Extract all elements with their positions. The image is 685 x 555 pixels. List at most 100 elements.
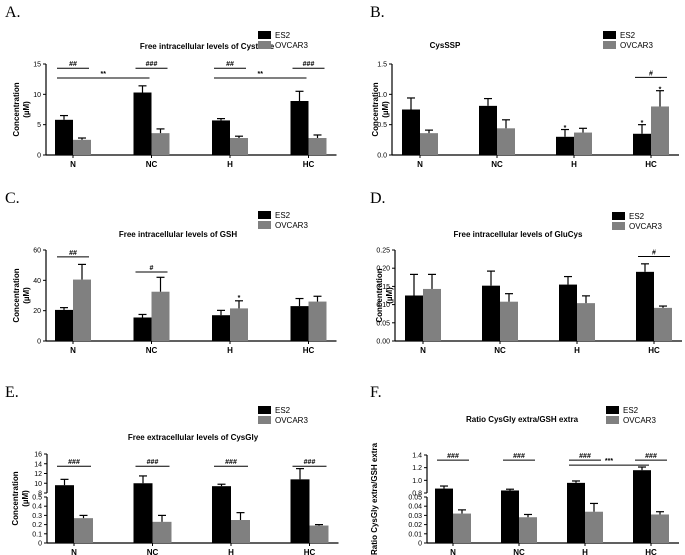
panel-a: A. Free intracellular levels of CysteineE… [5, 4, 337, 169]
y-tick-label: 10 [34, 481, 42, 488]
y-axis-label-line: Concentration [371, 82, 380, 136]
y-tick-label: 1.0 [377, 92, 387, 99]
y-axis-label-line: (µM) [21, 490, 30, 507]
bar-es2-n [405, 295, 423, 341]
legend-label: ES2 [275, 31, 291, 40]
y-tick-label: 0.04 [408, 504, 422, 511]
y-tick-label: 0.05 [376, 320, 390, 327]
y-axis-label-line: Concentration [375, 268, 384, 322]
x-tick-label: N [70, 160, 76, 169]
bar-ovcar3-h [577, 303, 595, 341]
significance-label: ## [226, 61, 234, 68]
significance-label: ** [258, 71, 264, 78]
bar-ovcar3-n [420, 133, 438, 155]
y-axis-label-line: Concentration [11, 471, 20, 525]
panel-label: F. [370, 384, 382, 401]
chart-title: CysSSP [430, 41, 461, 50]
y-axis-label-line: Concentration [12, 268, 21, 322]
bar-ovcar3-nc [500, 301, 518, 341]
x-tick-label: H [227, 346, 233, 355]
y-tick-label: 0.3 [32, 513, 42, 520]
bar-es2-h [559, 284, 577, 341]
bar-ovcar3-n [73, 139, 91, 155]
bar-es2-h [212, 120, 230, 155]
legend-swatch-ovcar3 [258, 416, 271, 424]
panel-label: D. [370, 190, 386, 207]
y-tick-label: 0.1 [32, 531, 42, 538]
panel-e: E. Free extracellular levels of CysGly ES2… [5, 384, 339, 555]
x-tick-label: NC [146, 346, 158, 355]
bar-es2-n [402, 109, 420, 155]
x-tick-label: N [450, 548, 456, 555]
bar-ovcar3-h [230, 308, 248, 341]
legend-swatch-es2 [612, 212, 625, 220]
significance-label: ### [513, 453, 525, 460]
legend-label: ES2 [275, 406, 291, 415]
panel-label: E. [5, 384, 19, 401]
y-tick-label: 0.25 [376, 248, 390, 255]
bar-ovcar3-h [574, 132, 592, 155]
y-tick-label: 0 [37, 153, 41, 160]
y-tick-label: 0.2 [32, 522, 42, 529]
legend-label: ES2 [629, 212, 645, 221]
y-tick-label: 5 [37, 122, 41, 129]
y-tick-label: 0.5 [32, 495, 42, 502]
significance-label: ### [303, 61, 315, 68]
y-axis-label-line: (µM) [385, 287, 394, 304]
legend-label: ES2 [620, 31, 636, 40]
y-axis-label: Concentration(µM) [371, 82, 390, 136]
y-tick-label: 0.20 [376, 266, 390, 273]
x-tick-label: H [574, 346, 580, 355]
legend-swatch-es2 [258, 211, 271, 219]
legend-swatch-ovcar3 [603, 41, 616, 49]
bar-es2-h [567, 482, 585, 543]
y-tick-label: 10 [33, 92, 41, 99]
chart-title: Ratio CysGly extra/GSH extra [466, 415, 579, 424]
significance-label: ## [69, 250, 77, 257]
legend-swatch-es2 [258, 31, 271, 39]
legend-label: ES2 [275, 211, 291, 220]
bar-ovcar3-hc [308, 138, 327, 155]
bar-ovcar3-nc [151, 291, 170, 341]
x-tick-label: NC [494, 346, 506, 355]
significance-label: # [649, 70, 653, 77]
legend-label: OVCAR3 [275, 416, 308, 425]
y-axis-label: Concentration(µM) [375, 268, 394, 322]
bar-ovcar3-n [73, 279, 91, 341]
bar-ovcar3-nc [151, 133, 170, 155]
bar-es2-nc [133, 483, 153, 543]
y-tick-label: 0.05 [408, 495, 422, 502]
bar-ovcar3-hc [308, 301, 327, 341]
legend-label: OVCAR3 [620, 41, 653, 50]
x-tick-label: NC [147, 548, 159, 555]
significance-label: ### [645, 453, 657, 460]
legend-swatch-ovcar3 [258, 41, 271, 49]
x-tick-label: HC [303, 160, 315, 169]
panel-d: D. Free intracellular levels of GluCys ES2… [370, 190, 682, 355]
significance-star: * [564, 125, 567, 132]
legend-label: ES2 [623, 406, 639, 415]
panel-c: C. Free intracellular levels of GSH ES2OVC… [5, 190, 337, 355]
bar-ovcar3-hc [651, 514, 669, 543]
significance-label: ### [68, 459, 80, 466]
y-tick-label: 0.15 [376, 284, 390, 291]
panel-label: C. [5, 190, 20, 207]
legend-swatch-ovcar3 [258, 221, 271, 229]
x-tick-label: H [571, 160, 577, 169]
bar-es2-nc [501, 490, 519, 543]
x-tick-label: HC [645, 160, 657, 169]
y-tick-label: 0.5 [377, 122, 387, 129]
bar-es2-nc [479, 105, 497, 155]
chart-title: Free extracellular levels of CysGly [128, 433, 259, 442]
bar-es2-nc [133, 92, 152, 155]
y-axis-label: Concentration(µM) [12, 82, 31, 136]
significance-label: ## [69, 61, 77, 68]
significance-label: ### [146, 61, 158, 68]
y-axis-label-line: (µM) [22, 287, 31, 304]
y-tick-label: 1.4 [412, 453, 422, 460]
bar-es2-n [435, 488, 453, 543]
legend-swatch-es2 [603, 31, 616, 39]
